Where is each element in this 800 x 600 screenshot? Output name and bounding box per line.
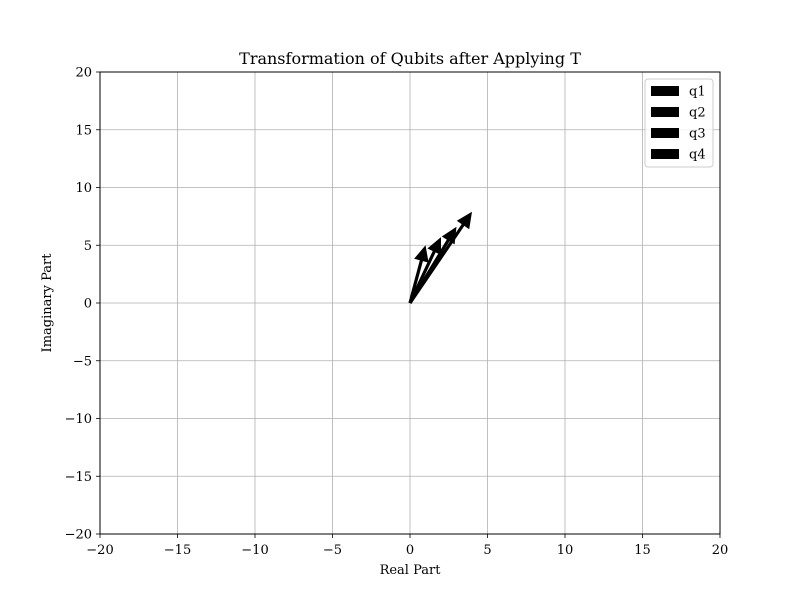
y-axis-label: Imaginary Part (40, 253, 55, 353)
y-tick-label: 15 (75, 123, 92, 138)
arrow-q1 (408, 245, 429, 304)
y-tick-label: 0 (84, 297, 92, 312)
x-tick-label: −10 (241, 543, 268, 558)
legend-label-q1: q1 (689, 85, 706, 100)
y-tick-label: −10 (65, 412, 92, 427)
ticks: −20 −15 −10 −5 0 5 10 15 20 −20 −15 −10 −5 0 5 10 15 20 (65, 66, 729, 559)
legend: q1 q2 q3 q4 (644, 78, 714, 168)
arrows (408, 211, 472, 304)
legend-label-q2: q2 (689, 106, 706, 121)
x-tick-label: 5 (483, 543, 491, 558)
y-tick-label: 5 (84, 239, 92, 254)
y-tick-label: −20 (65, 528, 92, 543)
legend-label-q3: q3 (689, 127, 706, 142)
x-tick-label: −15 (164, 543, 191, 558)
y-tick-label: −15 (65, 470, 92, 485)
x-tick-label: 10 (557, 543, 574, 558)
legend-swatch-q2 (651, 107, 679, 117)
y-tick-label: 20 (75, 66, 92, 81)
legend-swatch-q4 (651, 149, 679, 159)
arrow-q4 (408, 211, 472, 304)
x-tick-label: 0 (406, 543, 414, 558)
legend-label-q4: q4 (689, 148, 706, 163)
legend-swatch-q3 (651, 128, 679, 138)
x-tick-label: −20 (86, 543, 113, 558)
y-tick-label: −5 (73, 354, 92, 369)
arrow-q2 (408, 237, 441, 304)
x-axis-label: Real Part (380, 563, 442, 578)
y-tick-label: 10 (75, 181, 92, 196)
x-tick-label: 20 (712, 543, 729, 558)
chart-title: Transformation of Qubits after Applying … (239, 49, 581, 68)
legend-box (644, 78, 714, 168)
legend-swatch-q1 (651, 86, 679, 96)
x-tick-label: −5 (323, 543, 342, 558)
x-tick-label: 15 (634, 543, 651, 558)
